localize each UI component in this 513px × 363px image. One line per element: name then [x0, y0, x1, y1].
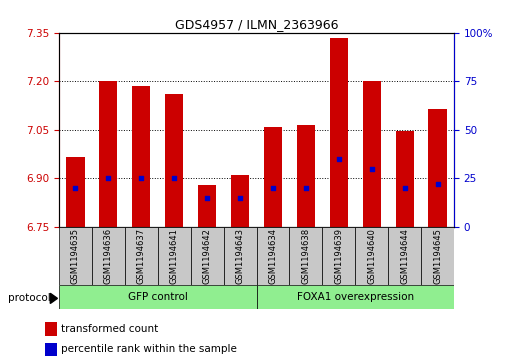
Bar: [256, 285, 454, 309]
Point: [71, 185, 80, 191]
Text: transformed count: transformed count: [62, 324, 159, 334]
Bar: [322, 227, 355, 285]
Point: [236, 195, 244, 201]
Text: protocol: protocol: [8, 293, 50, 303]
Point: [137, 175, 145, 181]
Text: GSM1194636: GSM1194636: [104, 228, 113, 284]
Text: GSM1194642: GSM1194642: [203, 228, 212, 284]
Point: [334, 156, 343, 162]
Title: GDS4957 / ILMN_2363966: GDS4957 / ILMN_2363966: [175, 19, 338, 32]
Text: percentile rank within the sample: percentile rank within the sample: [62, 344, 238, 354]
Bar: [66, 157, 85, 227]
Bar: [125, 227, 158, 285]
Bar: [100, 81, 117, 227]
Bar: [165, 94, 183, 227]
Bar: [355, 227, 388, 285]
Bar: [158, 227, 191, 285]
Bar: [256, 227, 289, 285]
Bar: [231, 175, 249, 227]
Bar: [330, 37, 348, 227]
Text: GSM1194640: GSM1194640: [367, 228, 376, 284]
Bar: [264, 127, 282, 227]
Bar: [428, 109, 447, 227]
Text: GSM1194645: GSM1194645: [433, 228, 442, 284]
Bar: [92, 227, 125, 285]
Point: [170, 175, 179, 181]
Bar: [59, 285, 256, 309]
Bar: [396, 131, 413, 227]
Bar: [224, 227, 256, 285]
Point: [104, 175, 112, 181]
Text: GSM1194635: GSM1194635: [71, 228, 80, 284]
Bar: [363, 81, 381, 227]
Text: GSM1194638: GSM1194638: [301, 228, 310, 284]
Bar: [59, 227, 92, 285]
Point: [203, 195, 211, 201]
Bar: [45, 322, 57, 335]
Text: GFP control: GFP control: [128, 292, 188, 302]
Point: [401, 185, 409, 191]
Bar: [45, 343, 57, 356]
Point: [433, 181, 442, 187]
Text: GSM1194637: GSM1194637: [137, 228, 146, 284]
Bar: [421, 227, 454, 285]
Point: [302, 185, 310, 191]
Bar: [132, 86, 150, 227]
Text: GSM1194641: GSM1194641: [170, 228, 179, 284]
Text: FOXA1 overexpression: FOXA1 overexpression: [297, 292, 414, 302]
Bar: [198, 185, 216, 227]
Bar: [191, 227, 224, 285]
Bar: [289, 227, 322, 285]
Bar: [388, 227, 421, 285]
Text: GSM1194644: GSM1194644: [400, 228, 409, 284]
Text: GSM1194643: GSM1194643: [235, 228, 245, 284]
Bar: [297, 125, 315, 227]
Text: GSM1194634: GSM1194634: [268, 228, 278, 284]
Text: GSM1194639: GSM1194639: [334, 228, 343, 284]
Point: [368, 166, 376, 171]
Point: [269, 185, 277, 191]
